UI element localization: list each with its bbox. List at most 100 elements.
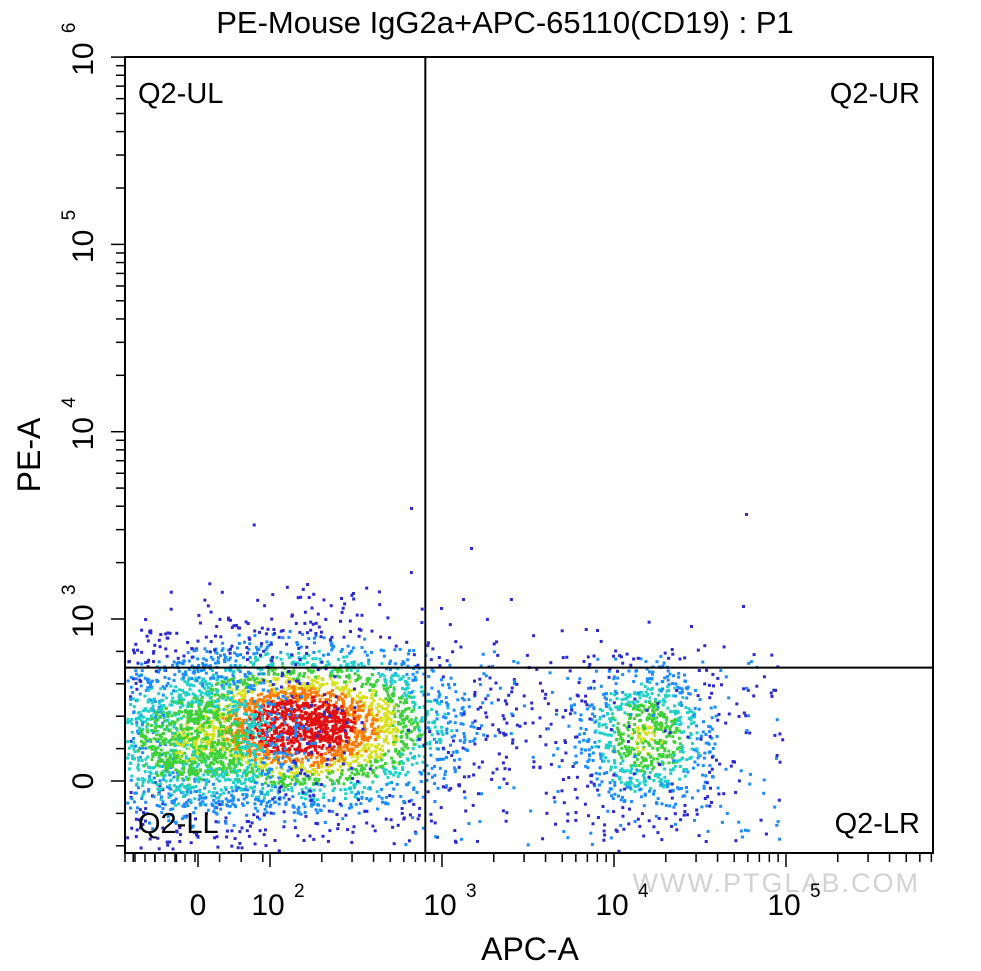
event-dot: [515, 746, 519, 750]
event-dot: [151, 827, 155, 831]
event-dot: [295, 696, 299, 700]
event-dot: [261, 672, 265, 676]
event-dot: [352, 716, 356, 720]
event-dot: [300, 768, 304, 772]
event-dot: [305, 687, 309, 690]
event-dot: [249, 786, 253, 790]
event-dot: [271, 662, 275, 666]
event-dot: [174, 649, 178, 653]
event-dot: [221, 716, 225, 720]
event-dot: [532, 634, 536, 638]
event-dot: [291, 731, 295, 735]
event-dot: [389, 676, 393, 680]
event-dot: [241, 727, 245, 730]
event-dot: [339, 772, 343, 776]
event-dot: [192, 745, 196, 749]
event-dot: [229, 761, 233, 765]
event-dot: [310, 802, 313, 806]
event-dot: [290, 753, 294, 757]
event-dot: [265, 777, 269, 781]
event-dot: [351, 698, 354, 702]
event-dot: [217, 799, 221, 803]
event-dot: [126, 836, 130, 840]
event-dot: [389, 772, 393, 775]
event-dot: [143, 694, 147, 698]
event-dot: [614, 657, 618, 661]
event-dot: [245, 766, 249, 770]
event-dot: [255, 677, 259, 680]
event-dot: [129, 695, 133, 699]
event-dot: [490, 777, 494, 781]
event-dot: [141, 792, 145, 796]
event-dot: [143, 742, 147, 746]
event-dot: [310, 739, 314, 743]
event-dot: [316, 688, 320, 692]
event-dot: [257, 708, 261, 712]
event-dot: [154, 750, 158, 754]
event-dot: [312, 733, 316, 737]
event-dot: [405, 672, 409, 676]
event-dot: [310, 804, 314, 808]
event-dot: [236, 654, 240, 658]
event-dot: [363, 743, 366, 747]
event-dot: [266, 704, 270, 708]
event-dot: [272, 756, 276, 760]
event-dot: [376, 702, 380, 706]
event-dot: [441, 757, 445, 761]
event-dot: [265, 801, 269, 805]
event-dot: [247, 722, 251, 726]
event-dot: [296, 708, 300, 712]
event-dot: [440, 725, 444, 729]
event-dot: [315, 798, 319, 802]
event-dot: [287, 680, 291, 684]
event-dot: [245, 795, 249, 799]
event-dot: [350, 752, 354, 755]
event-dot: [366, 760, 370, 764]
event-dot: [215, 625, 219, 628]
event-dot: [382, 737, 386, 741]
event-dot: [320, 630, 323, 634]
event-dot: [646, 687, 650, 691]
event-dot: [524, 739, 528, 743]
event-dot: [265, 748, 269, 752]
event-dot: [387, 699, 391, 703]
event-dot: [361, 746, 365, 750]
event-dot: [209, 676, 213, 680]
event-dot: [228, 703, 232, 707]
event-dot: [328, 778, 332, 782]
event-dot: [312, 744, 316, 748]
event-dot: [300, 763, 304, 767]
event-dot: [331, 770, 335, 774]
event-dot: [129, 703, 132, 707]
event-dot: [238, 768, 242, 772]
event-dot: [616, 708, 620, 712]
event-dot: [231, 705, 235, 708]
event-dot: [392, 686, 396, 690]
event-dot: [242, 680, 246, 684]
event-dot: [365, 696, 369, 699]
event-dot: [696, 648, 700, 652]
event-dot: [165, 785, 169, 789]
event-dot: [370, 693, 374, 696]
event-dot: [211, 736, 215, 740]
event-dot: [755, 684, 759, 688]
event-dot: [276, 745, 279, 749]
event-dot: [190, 717, 194, 721]
event-dot: [645, 766, 649, 770]
event-dot: [624, 754, 628, 758]
event-dot: [235, 743, 239, 747]
event-dot: [284, 801, 288, 805]
event-dot: [251, 763, 254, 767]
event-dot: [198, 790, 202, 793]
event-dot: [149, 745, 153, 749]
event-dot: [214, 757, 218, 761]
event-dot: [211, 771, 215, 775]
event-dot: [272, 812, 276, 816]
event-dot: [371, 771, 375, 775]
event-dot: [185, 790, 189, 793]
event-dot: [210, 748, 214, 752]
event-dot: [400, 663, 404, 666]
event-dot: [276, 693, 280, 697]
event-dot: [134, 817, 138, 821]
event-dot: [433, 725, 437, 729]
